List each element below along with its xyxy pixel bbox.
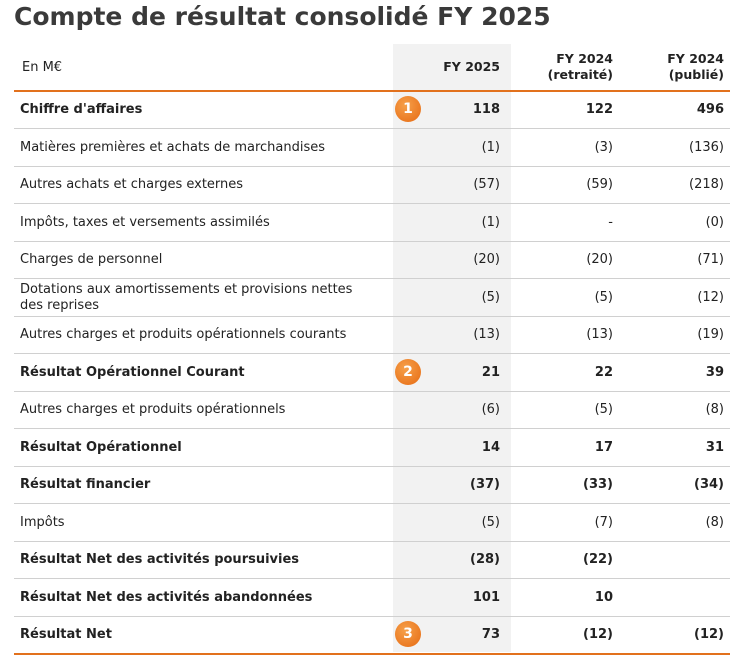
badge: 1 (395, 96, 421, 123)
cell-value: (20) (473, 252, 500, 268)
cell-value: (13) (473, 327, 500, 343)
row-rule (14, 615, 730, 617)
row-label: Résultat Net des activités abandonnées (20, 589, 313, 605)
cell-value: 118 (472, 102, 500, 118)
cell-value: (8) (705, 402, 724, 418)
cell-value: 14 (481, 439, 500, 455)
row-label: Résultat Net (20, 627, 112, 643)
row-label: Résultat Net des activités poursuivies (20, 552, 300, 568)
row-rule (14, 540, 730, 542)
row-label: Charges de personnel (20, 252, 163, 268)
row-rule (14, 315, 730, 317)
cell-value: (13) (586, 327, 613, 343)
row-label: Autres achats et charges externes (20, 177, 244, 193)
cell-value: 31 (705, 439, 724, 455)
cell-value: 122 (585, 102, 613, 118)
row-rule (14, 428, 730, 429)
row-rule (14, 390, 730, 392)
cell-value: (6) (481, 402, 500, 418)
cell-value: (22) (583, 552, 613, 568)
column-header: FY 2024 (667, 51, 724, 66)
cell-value: (19) (697, 327, 724, 343)
cell-value: (218) (689, 177, 724, 193)
cell-value: (5) (481, 289, 500, 305)
header-rule (14, 90, 730, 92)
cell-value: (0) (705, 214, 724, 230)
row-label: Chiffre d'affaires (20, 102, 143, 118)
cell-value: (34) (694, 477, 724, 493)
row-rule (14, 653, 730, 655)
cell-value: (8) (705, 514, 724, 530)
cell-value: (59) (586, 177, 613, 193)
column-shade (393, 44, 511, 652)
cell-value: 22 (594, 364, 613, 380)
row-rule (14, 503, 730, 504)
cell-value: (5) (594, 289, 613, 305)
cell-value: 17 (594, 439, 613, 455)
cell-value: 39 (705, 364, 724, 380)
row-label: Matières premières et achats de marchand… (20, 139, 326, 155)
column-header: (retraité) (547, 67, 613, 82)
row-rule (14, 353, 730, 354)
cell-value: (1) (481, 139, 500, 155)
cell-value: 496 (696, 102, 724, 118)
cell-value: 21 (481, 364, 500, 380)
column-header: FY 2025 (443, 59, 500, 74)
cell-value: (28) (470, 552, 500, 568)
cell-value: (12) (694, 627, 724, 643)
cell-value: (57) (473, 177, 500, 193)
cell-value: (7) (594, 514, 613, 530)
cell-value: (37) (470, 477, 500, 493)
row-rule (14, 240, 730, 242)
row-label: des reprises (20, 297, 99, 313)
column-header: (publié) (668, 67, 724, 82)
cell-value: (3) (594, 139, 613, 155)
cell-value: (1) (481, 214, 500, 230)
cell-value: (5) (594, 402, 613, 418)
cell-value: 73 (481, 627, 500, 643)
cell-value: (136) (689, 139, 724, 155)
row-rule (14, 465, 730, 467)
row-label: Résultat Opérationnel (20, 439, 182, 455)
cell-value: (12) (583, 627, 613, 643)
title: Compte de résultat consolidé FY 2025 (14, 2, 551, 31)
cell-value: (33) (583, 477, 613, 493)
header-label: En M€ (22, 60, 63, 75)
cell-value: (20) (586, 252, 613, 268)
row-label: Résultat Opérationnel Courant (20, 364, 245, 380)
row-rule (14, 128, 730, 129)
cell-value: (71) (697, 252, 724, 268)
row-label: Autres charges et produits opérationnels… (20, 327, 347, 343)
row-label: Dotations aux amortissements et provisio… (20, 281, 353, 297)
badge: 3 (395, 621, 421, 648)
row-label: Autres charges et produits opérationnels (20, 402, 286, 418)
row-rule (14, 165, 730, 167)
row-label: Impôts (20, 514, 65, 530)
cell-value: 10 (594, 589, 613, 605)
row-label: Résultat financier (20, 477, 151, 493)
row-rule (14, 578, 730, 579)
cell-value: - (608, 214, 613, 230)
badge: 2 (395, 358, 421, 385)
column-header: FY 2024 (556, 51, 613, 66)
row-rule (14, 278, 730, 279)
row-rule (14, 203, 730, 204)
cell-value: 101 (472, 589, 500, 605)
row-label: Impôts, taxes et versements assimilés (20, 214, 270, 230)
cell-value: (12) (697, 289, 724, 305)
cell-value: (5) (481, 514, 500, 530)
